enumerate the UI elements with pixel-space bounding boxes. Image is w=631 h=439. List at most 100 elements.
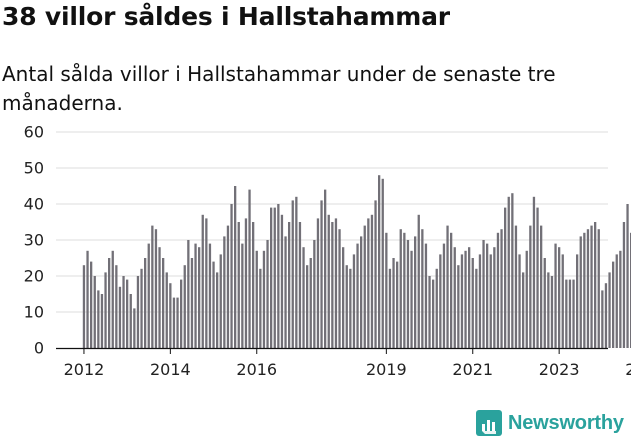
x-tick-label: 2019 [366,360,407,379]
bar [622,222,626,348]
bar [266,240,269,348]
bar [270,207,273,348]
bar [489,254,492,348]
bar [147,243,150,348]
bar [615,254,618,348]
bar [252,222,255,348]
bar [507,196,510,348]
bar [525,250,528,348]
newsworthy-logo-icon [476,410,502,436]
bar [514,225,518,348]
bar [306,265,309,348]
brand-logo[interactable]: Newsworthy [476,407,624,439]
bar [453,247,456,348]
bar [327,214,330,348]
bar [543,258,546,348]
chart-subtitle: Antal sålda villor i Hallstahammar under… [2,62,556,115]
bar [216,272,219,348]
bar [464,250,467,348]
bar [547,272,550,348]
bar [126,279,129,348]
bar [608,272,611,348]
bar [342,247,345,348]
bar [388,268,392,348]
bar [428,276,431,348]
bar [363,225,366,348]
bar [108,258,111,348]
bar [406,240,410,348]
bar [590,225,593,348]
x-tick-label: 2014 [150,360,191,379]
bar [226,225,230,348]
bar [291,200,294,348]
bar [435,268,438,348]
bar [439,254,442,348]
bar [374,200,377,348]
bar [601,290,604,348]
bar [309,258,312,348]
bar [208,243,212,348]
bar [392,258,395,348]
bar [190,258,194,348]
bar [565,279,568,348]
bar [532,196,536,348]
brand-name: Newsworthy [508,411,624,434]
bar [576,254,579,348]
bar [522,272,525,348]
bar [352,254,356,348]
bar [187,240,190,348]
bar [550,276,554,348]
bar [144,258,147,348]
bar [334,218,338,348]
bar [97,290,100,348]
bar [205,218,208,348]
bar [529,225,532,348]
bar [475,268,478,348]
bar [169,283,172,348]
bar [612,261,615,348]
bar [298,222,302,348]
bar [176,297,179,348]
bar [597,229,600,348]
bar [234,186,237,348]
bar [212,261,215,348]
bar [295,196,298,348]
bar [201,214,204,348]
bar [183,265,186,348]
bar [111,250,114,348]
bar [219,254,222,348]
bar [320,200,323,348]
bar [316,218,320,348]
y-tick-label: 10 [24,303,44,322]
bar [313,240,316,348]
bar [424,243,428,348]
chart-title: 38 villor såldes i Hallstahammar [2,2,450,31]
bar [468,247,471,348]
y-tick-label: 40 [24,195,44,214]
bar [460,254,464,348]
bar [223,236,226,348]
bar [478,254,482,348]
bar [180,279,183,348]
x-tick-label: 2012 [64,360,105,379]
bar [399,229,402,348]
bar [154,229,158,348]
bar [273,207,276,348]
bar [230,204,233,348]
bar [370,214,374,348]
bar [568,279,572,348]
bar [511,193,514,348]
bar [129,294,132,348]
bar [619,250,622,348]
bar [604,283,608,348]
bar [442,243,446,348]
y-tick-label: 60 [24,123,44,142]
bar [100,294,104,348]
bar [165,272,168,348]
bar [356,243,359,348]
bar [381,178,384,348]
bar [536,207,539,348]
bar [500,229,503,348]
bar [626,204,629,348]
